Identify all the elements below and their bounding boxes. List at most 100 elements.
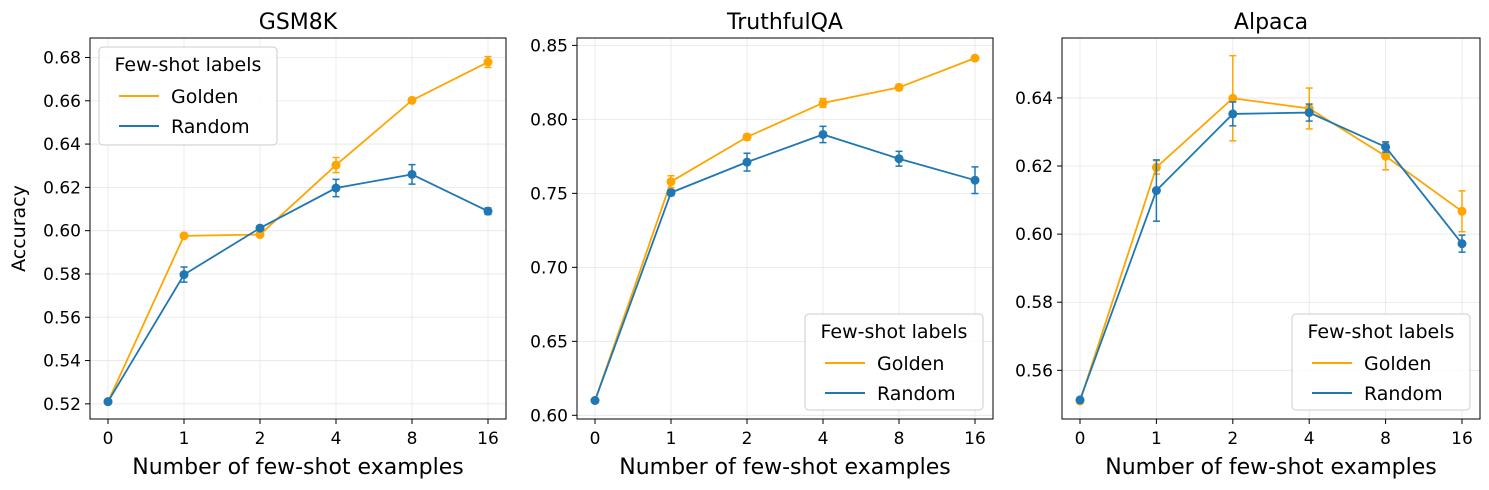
data-point xyxy=(331,160,341,170)
x-tick-label: 2 xyxy=(255,429,266,449)
series-line xyxy=(1079,97,1463,402)
x-tick-label: 4 xyxy=(1304,429,1315,449)
data-point xyxy=(407,169,417,179)
y-tick-label: 0.56 xyxy=(1015,361,1053,381)
x-axis: 0 1 2 4 8 16 xyxy=(103,419,499,449)
data-point xyxy=(407,95,417,105)
data-point xyxy=(666,177,676,187)
legend-title: Few-shot labels xyxy=(1308,321,1455,343)
data-point xyxy=(666,188,676,198)
y-tick-label: 0.68 xyxy=(43,48,81,68)
data-point xyxy=(1457,206,1467,216)
legend-title: Few-shot labels xyxy=(115,54,262,76)
x-axis: 0 1 2 4 8 16 xyxy=(590,419,986,449)
series-random xyxy=(590,125,980,406)
y-tick-label: 0.85 xyxy=(530,36,568,56)
series-golden xyxy=(590,53,980,406)
x-tick-label: 0 xyxy=(590,429,601,449)
x-tick-label: 2 xyxy=(742,429,753,449)
data-point xyxy=(1151,186,1161,196)
y-tick-label: 0.52 xyxy=(43,395,81,415)
y-tick-label: 0.70 xyxy=(530,258,568,278)
data-point xyxy=(483,57,493,67)
legend: Few-shot labels Golden Random xyxy=(804,313,984,411)
data-point xyxy=(255,223,265,233)
chart-panel-2: 0 1 2 4 8 16 0.60 0.65 0.70 0.75 0.80 0.85 TruthfulQ… xyxy=(530,10,994,480)
data-point xyxy=(818,98,828,108)
data-point xyxy=(179,231,189,241)
x-tick-label: 4 xyxy=(331,429,342,449)
y-tick-label: 0.66 xyxy=(43,92,81,112)
axes-frame xyxy=(1061,37,1481,420)
data-point xyxy=(742,132,752,142)
y-tick-label: 0.62 xyxy=(43,178,81,198)
series-line xyxy=(107,173,489,403)
x-tick-label: 4 xyxy=(818,429,829,449)
series-line xyxy=(594,57,976,401)
grid xyxy=(90,38,506,419)
y-tick-label: 0.60 xyxy=(530,406,568,426)
data-point xyxy=(1075,395,1085,405)
y-tick-label: 0.60 xyxy=(1015,225,1053,245)
data-point xyxy=(255,230,265,240)
x-tick-label: 1 xyxy=(666,429,677,449)
y-axis: 0.52 0.54 0.56 0.58 0.60 0.62 0.64 0.66 0.68 xyxy=(43,48,90,415)
y-tick-label: 0.80 xyxy=(530,110,568,130)
y-tick-label: 0.58 xyxy=(43,265,81,285)
series-line xyxy=(1079,111,1463,401)
x-tick-label: 16 xyxy=(477,429,499,449)
data-point xyxy=(1381,151,1391,161)
data-point xyxy=(894,82,904,92)
axes-frame xyxy=(89,37,507,420)
legend-label: Random xyxy=(171,116,250,138)
data-point xyxy=(1381,142,1391,152)
y-tick-label: 0.62 xyxy=(1015,157,1053,177)
series-line xyxy=(107,61,489,403)
series-random xyxy=(1075,101,1467,405)
data-point xyxy=(970,175,980,185)
legend-label: Golden xyxy=(1364,353,1431,375)
data-point xyxy=(179,270,189,280)
data-point xyxy=(331,183,341,193)
y-tick-label: 0.64 xyxy=(43,135,81,155)
x-axis-label: Number of few-shot examples xyxy=(1105,455,1436,480)
y-axis: 0.56 0.58 0.60 0.62 0.64 xyxy=(1015,89,1062,381)
x-tick-label: 1 xyxy=(179,429,190,449)
y-axis-label: Accuracy xyxy=(8,185,30,272)
legend-label: Golden xyxy=(171,86,238,108)
data-point xyxy=(970,53,980,63)
data-point xyxy=(483,206,493,216)
axes-frame xyxy=(576,37,994,420)
y-tick-label: 0.56 xyxy=(43,308,81,328)
x-tick-label: 16 xyxy=(964,429,986,449)
legend: Few-shot labels Golden Random xyxy=(98,46,278,146)
series-line xyxy=(594,133,976,401)
chart-title: TruthfulQA xyxy=(726,10,843,35)
x-tick-label: 0 xyxy=(1075,429,1086,449)
y-axis: 0.60 0.65 0.70 0.75 0.80 0.85 xyxy=(530,36,577,426)
y-tick-label: 0.54 xyxy=(43,352,81,372)
data-point xyxy=(103,397,113,407)
chart-title: GSM8K xyxy=(259,10,338,35)
legend-label: Random xyxy=(1364,383,1443,405)
chart-panel-3: 0 1 2 4 8 16 0.56 0.58 0.60 0.62 0.64 Alpaca Number … xyxy=(1015,10,1481,480)
legend: Few-shot labels Golden Random xyxy=(1291,313,1471,411)
x-tick-label: 8 xyxy=(1380,429,1391,449)
x-axis-label: Number of few-shot examples xyxy=(132,455,463,480)
y-tick-label: 0.65 xyxy=(530,332,568,352)
data-point xyxy=(742,157,752,167)
series-random xyxy=(103,163,493,407)
data-point xyxy=(1228,93,1238,103)
legend-label: Random xyxy=(877,383,956,405)
x-tick-label: 8 xyxy=(407,429,418,449)
data-point xyxy=(1304,108,1314,118)
y-tick-label: 0.75 xyxy=(530,184,568,204)
x-axis-label: Number of few-shot examples xyxy=(619,455,950,480)
x-axis: 0 1 2 4 8 16 xyxy=(1075,419,1473,449)
legend-box xyxy=(98,46,278,146)
legend-title: Few-shot labels xyxy=(821,321,968,343)
legend-box xyxy=(804,313,984,411)
x-tick-label: 16 xyxy=(1451,429,1473,449)
chart-panel-1: 0 1 2 4 8 160.520.540.560.580.600.620.640.660… xyxy=(8,10,507,480)
